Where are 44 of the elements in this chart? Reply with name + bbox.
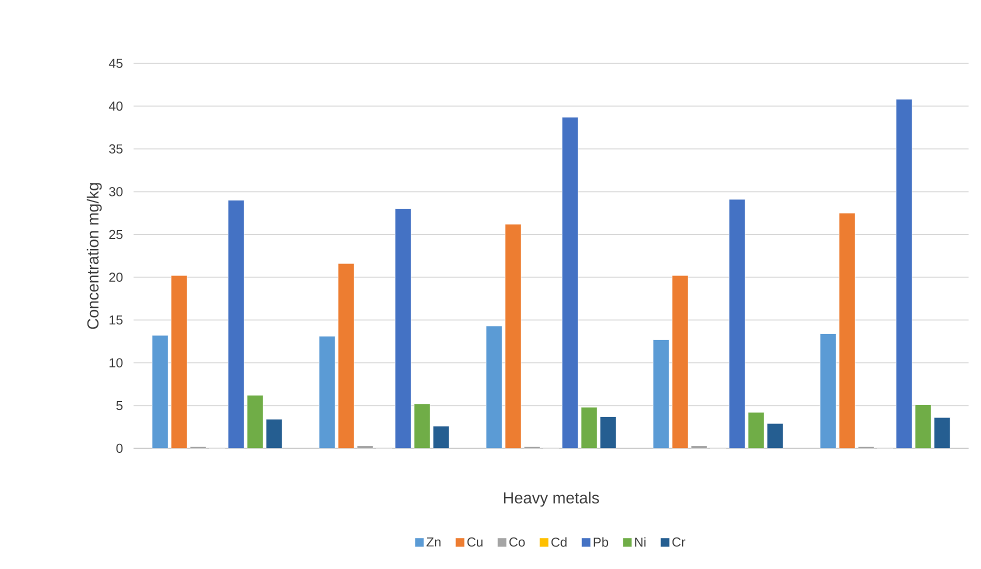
bar: [934, 417, 950, 448]
bar: [766, 423, 784, 448]
y-tick-label: 5: [116, 401, 123, 410]
bar: [228, 200, 244, 448]
bar: [394, 208, 412, 448]
bar: [748, 412, 764, 448]
bar: [672, 275, 688, 448]
legend-label: Zn: [426, 537, 440, 546]
legend-label: Pb: [594, 537, 608, 547]
bar: [600, 416, 616, 448]
y-axis-title: Concentration mg/kg: [86, 183, 102, 329]
bar: [914, 404, 932, 448]
bar: [246, 395, 264, 448]
bar: [152, 335, 168, 448]
y-tick-label: 15: [110, 315, 123, 325]
bar: [486, 326, 502, 448]
y-tick-label: 45: [108, 58, 123, 68]
y-tick-label: 20: [109, 272, 123, 282]
legend-label: Co: [509, 537, 525, 547]
legend-label: Ni: [635, 537, 646, 547]
y-tick-label: 25: [109, 230, 123, 240]
bar: [728, 199, 746, 448]
bar: [170, 275, 188, 448]
bar: [504, 224, 522, 448]
y-tick-label: 40: [108, 102, 123, 111]
x-axis-title: Heavy metals: [504, 492, 599, 507]
bar: [896, 99, 912, 448]
bar: [562, 117, 578, 448]
bar: [652, 340, 670, 448]
legend-label: Cd: [551, 537, 567, 547]
bar: [820, 334, 836, 448]
bar: [838, 212, 856, 448]
bar: [318, 336, 336, 448]
bar: [266, 419, 282, 448]
legend-label: Cr: [672, 537, 686, 547]
y-tick-label: 10: [110, 358, 123, 368]
bar: [580, 407, 598, 448]
bar: [432, 426, 450, 448]
y-tick-label: 0: [116, 444, 123, 453]
y-tick-label: 35: [109, 144, 123, 154]
y-tick-label: 30: [109, 187, 123, 196]
bar: [414, 404, 430, 448]
legend-label: Cu: [467, 537, 482, 547]
bar: [338, 263, 354, 448]
